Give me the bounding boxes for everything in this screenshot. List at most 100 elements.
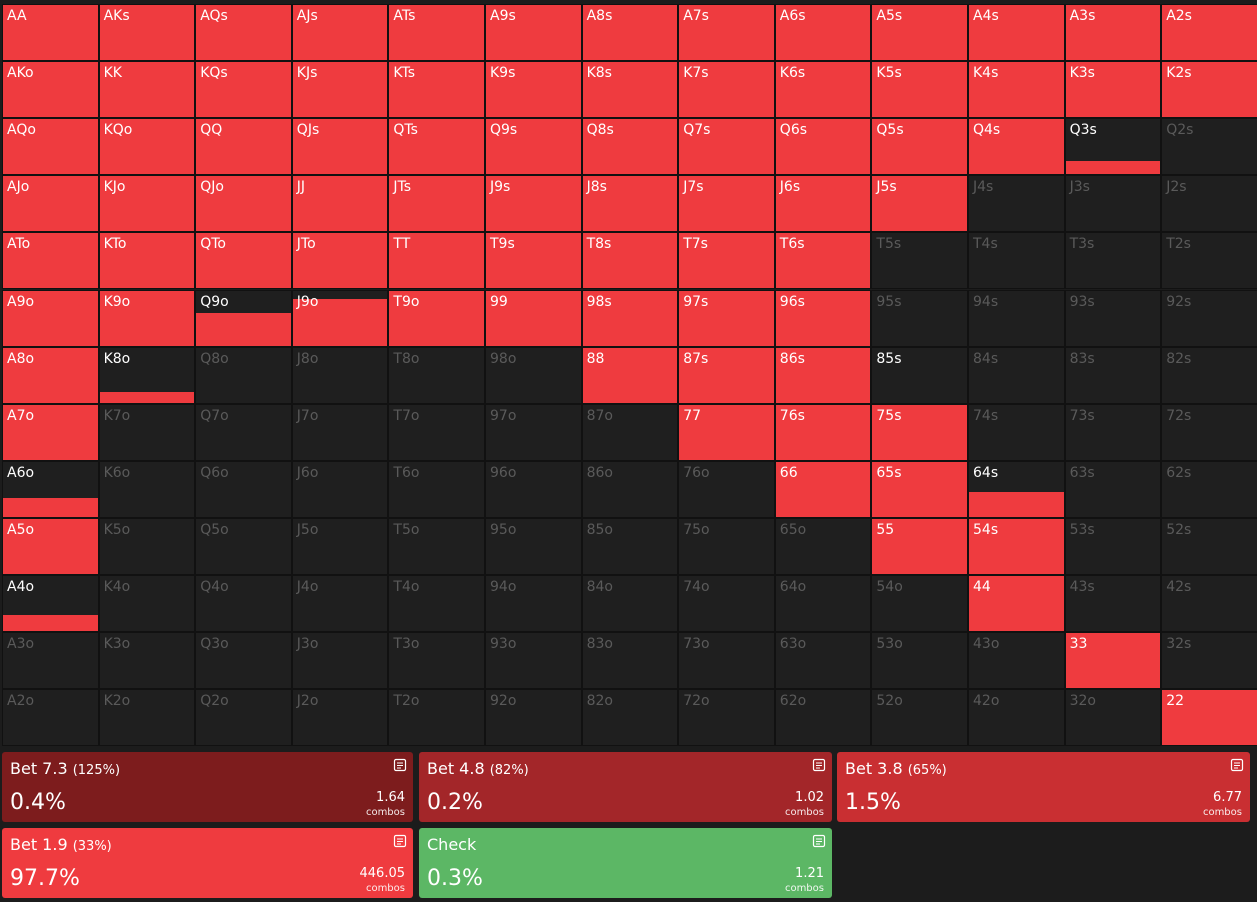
hand-cell[interactable]: 74o bbox=[678, 575, 775, 633]
hand-cell[interactable]: T3o bbox=[388, 632, 485, 690]
hand-cell[interactable]: K5s bbox=[871, 61, 968, 119]
hand-cell[interactable]: 55 bbox=[871, 517, 968, 575]
hand-cell[interactable]: J9o bbox=[291, 289, 389, 347]
hand-cell[interactable]: K7o bbox=[98, 403, 196, 461]
hand-cell[interactable]: 63s bbox=[1064, 460, 1162, 518]
hand-cell[interactable]: Q4o bbox=[195, 575, 292, 633]
hand-cell[interactable]: 86s bbox=[774, 346, 872, 404]
hand-cell[interactable]: K5o bbox=[98, 517, 196, 575]
hand-cell[interactable]: Q7s bbox=[678, 118, 775, 176]
details-icon[interactable] bbox=[393, 758, 407, 772]
hand-cell[interactable]: KQo bbox=[98, 118, 196, 176]
hand-cell[interactable]: KQs bbox=[195, 61, 292, 119]
hand-cell[interactable]: 97s bbox=[678, 289, 775, 347]
hand-cell[interactable]: K8o bbox=[98, 346, 196, 404]
hand-cell[interactable]: QTs bbox=[388, 118, 485, 176]
hand-cell[interactable]: AKo bbox=[2, 61, 99, 119]
hand-cell[interactable]: K3s bbox=[1064, 61, 1162, 119]
hand-cell[interactable]: A6s bbox=[774, 4, 872, 62]
hand-cell[interactable]: 98o bbox=[485, 346, 582, 404]
hand-cell[interactable]: K2s bbox=[1161, 61, 1257, 119]
hand-cell[interactable]: JTs bbox=[388, 175, 485, 233]
hand-cell[interactable]: A2o bbox=[2, 689, 99, 747]
hand-cell[interactable]: 82o bbox=[581, 689, 679, 747]
hand-cell[interactable]: A4o bbox=[2, 575, 99, 633]
hand-cell[interactable]: A7o bbox=[2, 403, 99, 461]
hand-cell[interactable]: A6o bbox=[2, 460, 99, 518]
hand-cell[interactable]: K9o bbox=[98, 289, 196, 347]
hand-cell[interactable]: QJs bbox=[291, 118, 389, 176]
hand-cell[interactable]: 54s bbox=[968, 517, 1065, 575]
hand-cell[interactable]: A8s bbox=[581, 4, 679, 62]
hand-cell[interactable]: 76o bbox=[678, 460, 775, 518]
hand-cell[interactable]: KJs bbox=[291, 61, 389, 119]
hand-cell[interactable]: K3o bbox=[98, 632, 196, 690]
hand-cell[interactable]: QJo bbox=[195, 175, 292, 233]
hand-cell[interactable]: T6o bbox=[388, 460, 485, 518]
hand-cell[interactable]: 85s bbox=[871, 346, 968, 404]
hand-cell[interactable]: KTs bbox=[388, 61, 485, 119]
hand-cell[interactable]: T5s bbox=[871, 232, 968, 290]
hand-cell[interactable]: T8o bbox=[388, 346, 485, 404]
hand-cell[interactable]: 84o bbox=[581, 575, 679, 633]
hand-cell[interactable]: 42s bbox=[1161, 575, 1257, 633]
hand-cell[interactable]: T3s bbox=[1064, 232, 1162, 290]
hand-cell[interactable]: A2s bbox=[1161, 4, 1257, 62]
hand-cell[interactable]: AQo bbox=[2, 118, 99, 176]
hand-cell[interactable]: 88 bbox=[581, 346, 679, 404]
hand-cell[interactable]: T7s bbox=[678, 232, 775, 290]
hand-cell[interactable]: KK bbox=[98, 61, 196, 119]
hand-cell[interactable]: J7o bbox=[291, 403, 389, 461]
hand-cell[interactable]: A4s bbox=[968, 4, 1065, 62]
hand-cell[interactable]: J5s bbox=[871, 175, 968, 233]
hand-cell[interactable]: JJ bbox=[291, 175, 389, 233]
hand-cell[interactable]: AJo bbox=[2, 175, 99, 233]
hand-cell[interactable]: Q6s bbox=[774, 118, 872, 176]
hand-cell[interactable]: J7s bbox=[678, 175, 775, 233]
hand-cell[interactable]: A3s bbox=[1064, 4, 1162, 62]
details-icon[interactable] bbox=[812, 758, 826, 772]
hand-cell[interactable]: 42o bbox=[968, 689, 1065, 747]
hand-cell[interactable]: K6o bbox=[98, 460, 196, 518]
hand-cell[interactable]: 54o bbox=[871, 575, 968, 633]
hand-cell[interactable]: 84s bbox=[968, 346, 1065, 404]
hand-cell[interactable]: J4o bbox=[291, 575, 389, 633]
hand-cell[interactable]: J3s bbox=[1064, 175, 1162, 233]
hand-cell[interactable]: A5o bbox=[2, 517, 99, 575]
hand-cell[interactable]: 65s bbox=[871, 460, 968, 518]
hand-cell[interactable]: 53s bbox=[1064, 517, 1162, 575]
hand-cell[interactable]: 96s bbox=[774, 289, 872, 347]
hand-cell[interactable]: T9s bbox=[485, 232, 582, 290]
hand-cell[interactable]: 93o bbox=[485, 632, 582, 690]
hand-cell[interactable]: 95o bbox=[485, 517, 582, 575]
hand-cell[interactable]: KJo bbox=[98, 175, 196, 233]
hand-cell[interactable]: 73o bbox=[678, 632, 775, 690]
hand-cell[interactable]: 92o bbox=[485, 689, 582, 747]
hand-cell[interactable]: J6s bbox=[774, 175, 872, 233]
hand-cell[interactable]: AJs bbox=[291, 4, 389, 62]
hand-cell[interactable]: 99 bbox=[485, 289, 582, 347]
hand-cell[interactable]: J6o bbox=[291, 460, 389, 518]
details-icon[interactable] bbox=[812, 834, 826, 848]
hand-cell[interactable]: A8o bbox=[2, 346, 99, 404]
hand-cell[interactable]: Q3s bbox=[1064, 118, 1162, 176]
hand-cell[interactable]: 22 bbox=[1161, 689, 1257, 747]
hand-cell[interactable]: QQ bbox=[195, 118, 292, 176]
action-card[interactable]: Check 0.3% 1.21 combos bbox=[419, 828, 832, 898]
details-icon[interactable] bbox=[393, 834, 407, 848]
action-card[interactable]: Bet 4.8 (82%) 0.2% 1.02 combos bbox=[419, 752, 832, 822]
hand-cell[interactable]: Q9o bbox=[195, 289, 292, 347]
hand-cell[interactable]: 72s bbox=[1161, 403, 1257, 461]
hand-cell[interactable]: K6s bbox=[774, 61, 872, 119]
hand-cell[interactable]: A9s bbox=[485, 4, 582, 62]
hand-cell[interactable]: Q6o bbox=[195, 460, 292, 518]
hand-cell[interactable]: Q2o bbox=[195, 689, 292, 747]
hand-cell[interactable]: 92s bbox=[1161, 289, 1257, 347]
hand-cell[interactable]: Q5o bbox=[195, 517, 292, 575]
hand-cell[interactable]: 64s bbox=[968, 460, 1065, 518]
hand-cell[interactable]: 52o bbox=[871, 689, 968, 747]
hand-cell[interactable]: 75o bbox=[678, 517, 775, 575]
hand-cell[interactable]: 62o bbox=[774, 689, 872, 747]
hand-cell[interactable]: 83s bbox=[1064, 346, 1162, 404]
hand-cell[interactable]: JTo bbox=[291, 232, 389, 290]
